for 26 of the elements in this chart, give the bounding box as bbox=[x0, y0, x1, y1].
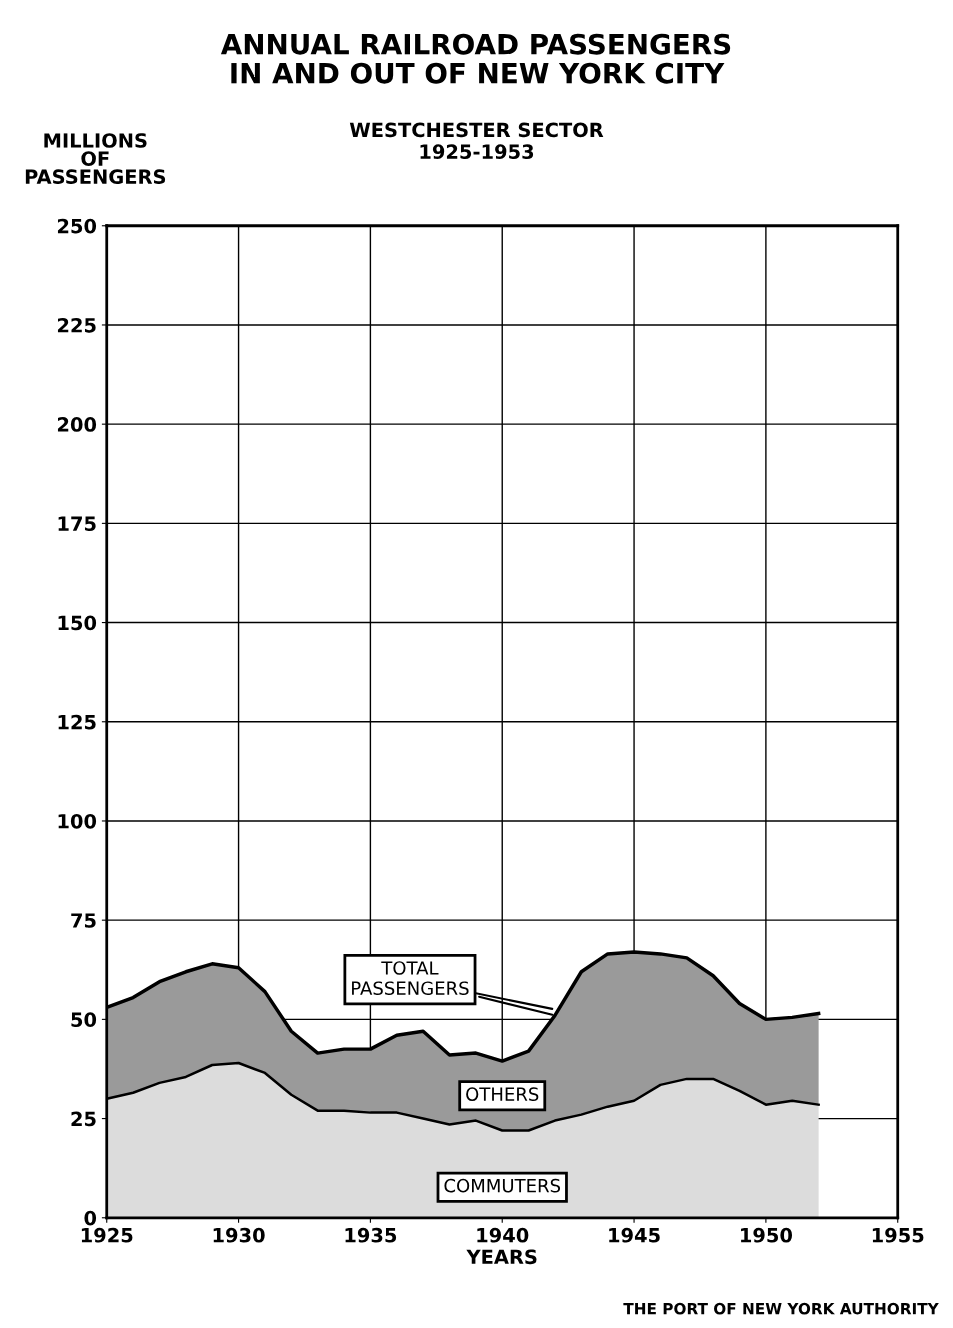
x-tick-label: 1950 bbox=[741, 1227, 793, 1243]
x-tick-label: 1925 bbox=[81, 1227, 133, 1243]
y-tick-label: 200 bbox=[57, 417, 97, 432]
chart-subtitle: WESTCHESTER SECTOR 1925-1953 bbox=[349, 122, 604, 159]
y-tick-label: 175 bbox=[58, 516, 96, 532]
y-tick-label: 0 bbox=[84, 1210, 97, 1226]
annotation: TOTAL PASSENGERS bbox=[352, 961, 469, 996]
y-tick-label: 100 bbox=[58, 813, 97, 829]
x-axis-title: YEARS bbox=[466, 1249, 537, 1265]
chart-title: ANNUAL RAILROAD PASSENGERS IN AND OUT OF NEW YORK CITY bbox=[220, 33, 731, 84]
y-axis-title: MILLIONS OF PASSENGERS bbox=[25, 133, 166, 185]
x-tick-label: 1935 bbox=[345, 1227, 397, 1243]
x-tick-label: 1955 bbox=[872, 1227, 924, 1243]
text: THE PORT OF NEW YORK AUTHORITY bbox=[623, 1302, 939, 1315]
x-tick-label: 1930 bbox=[213, 1227, 265, 1243]
y-tick-label: 150 bbox=[58, 615, 97, 631]
series-label: COMMUTERS bbox=[444, 1178, 561, 1193]
x-tick-label: 1940 bbox=[477, 1227, 529, 1243]
x-tick-label: 1945 bbox=[609, 1227, 660, 1243]
y-tick-label: 25 bbox=[71, 1111, 96, 1127]
y-tick-label: 125 bbox=[58, 714, 96, 730]
series-label: OTHERS bbox=[466, 1087, 539, 1101]
y-tick-label: 225 bbox=[57, 317, 96, 333]
y-tick-label: 75 bbox=[71, 913, 96, 928]
y-tick-label: 50 bbox=[71, 1012, 97, 1028]
y-tick-label: 250 bbox=[57, 218, 97, 234]
